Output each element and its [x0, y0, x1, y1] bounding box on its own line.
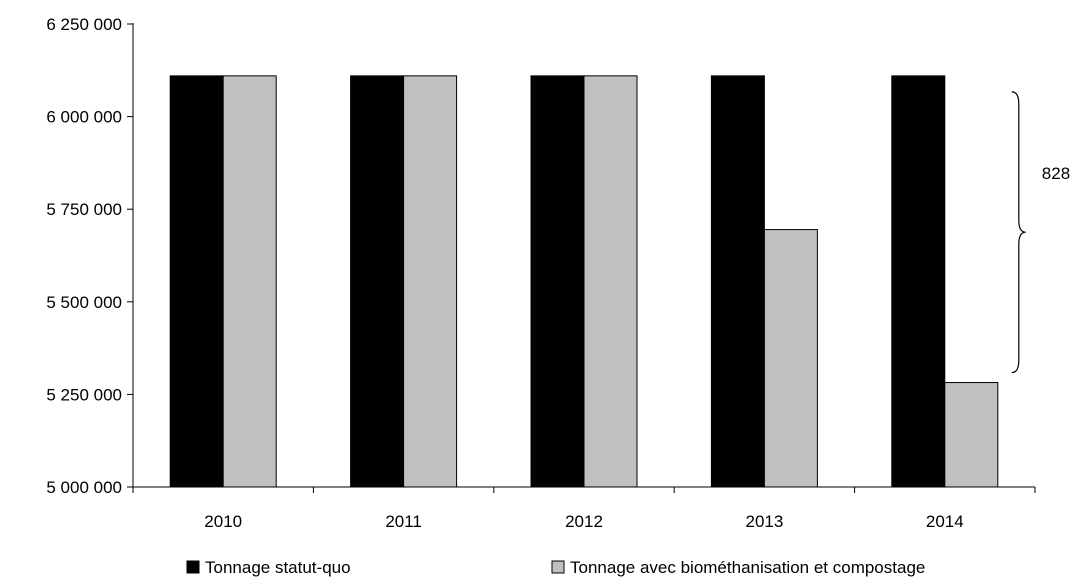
y-tick-label: 5 500 000 — [46, 293, 122, 312]
x-tick-label-2014: 2014 — [926, 512, 964, 531]
bar-biomethanisation-2012 — [583, 75, 638, 488]
bar-biomethanisation-2011 — [403, 75, 458, 488]
bar-biomethanisation-2010 — [222, 75, 277, 488]
y-tick-label: 5 250 000 — [46, 385, 122, 404]
bar-statut-quo-2010 — [169, 75, 224, 488]
axes-layer — [127, 23, 1036, 493]
bar-biomethanisation-2014 — [944, 382, 999, 488]
legend: Tonnage statut-quo Tonnage avec biométhan… — [186, 558, 925, 577]
annotation-brace — [1011, 91, 1026, 374]
legend-swatch-biomethanisation — [551, 560, 565, 574]
bar-statut-quo-2013 — [710, 75, 765, 488]
legend-label-statut-quo: Tonnage statut-quo — [205, 558, 351, 577]
legend-swatch-statut-quo — [186, 560, 200, 574]
x-tick-labels: 2010 2011 2012 2013 2014 — [204, 512, 963, 531]
bar-statut-quo-2012 — [530, 75, 585, 488]
y-tick-label: 6 250 000 — [46, 15, 122, 34]
bar-statut-quo-2014 — [891, 75, 946, 488]
annotation-label: 828 011 — [1042, 164, 1074, 183]
bar-statut-quo-2011 — [350, 75, 405, 488]
bar-biomethanisation-2013 — [763, 229, 818, 488]
bars-layer — [169, 75, 999, 488]
y-tick-label: 5 750 000 — [46, 200, 122, 219]
x-tick-label-2011: 2011 — [385, 512, 422, 531]
y-tick-label: 6 000 000 — [46, 108, 122, 127]
legend-label-biomethanisation: Tonnage avec biométhanisation et compost… — [570, 558, 925, 577]
y-tick-labels: 5 000 000 5 250 000 5 500 000 5 750 000 6 00… — [46, 15, 122, 497]
y-tick-label: 5 000 000 — [46, 478, 122, 497]
annotation-layer: 828 011 — [1011, 91, 1074, 374]
x-tick-label-2010: 2010 — [204, 512, 242, 531]
x-tick-label-2013: 2013 — [745, 512, 783, 531]
x-tick-label-2012: 2012 — [565, 512, 603, 531]
